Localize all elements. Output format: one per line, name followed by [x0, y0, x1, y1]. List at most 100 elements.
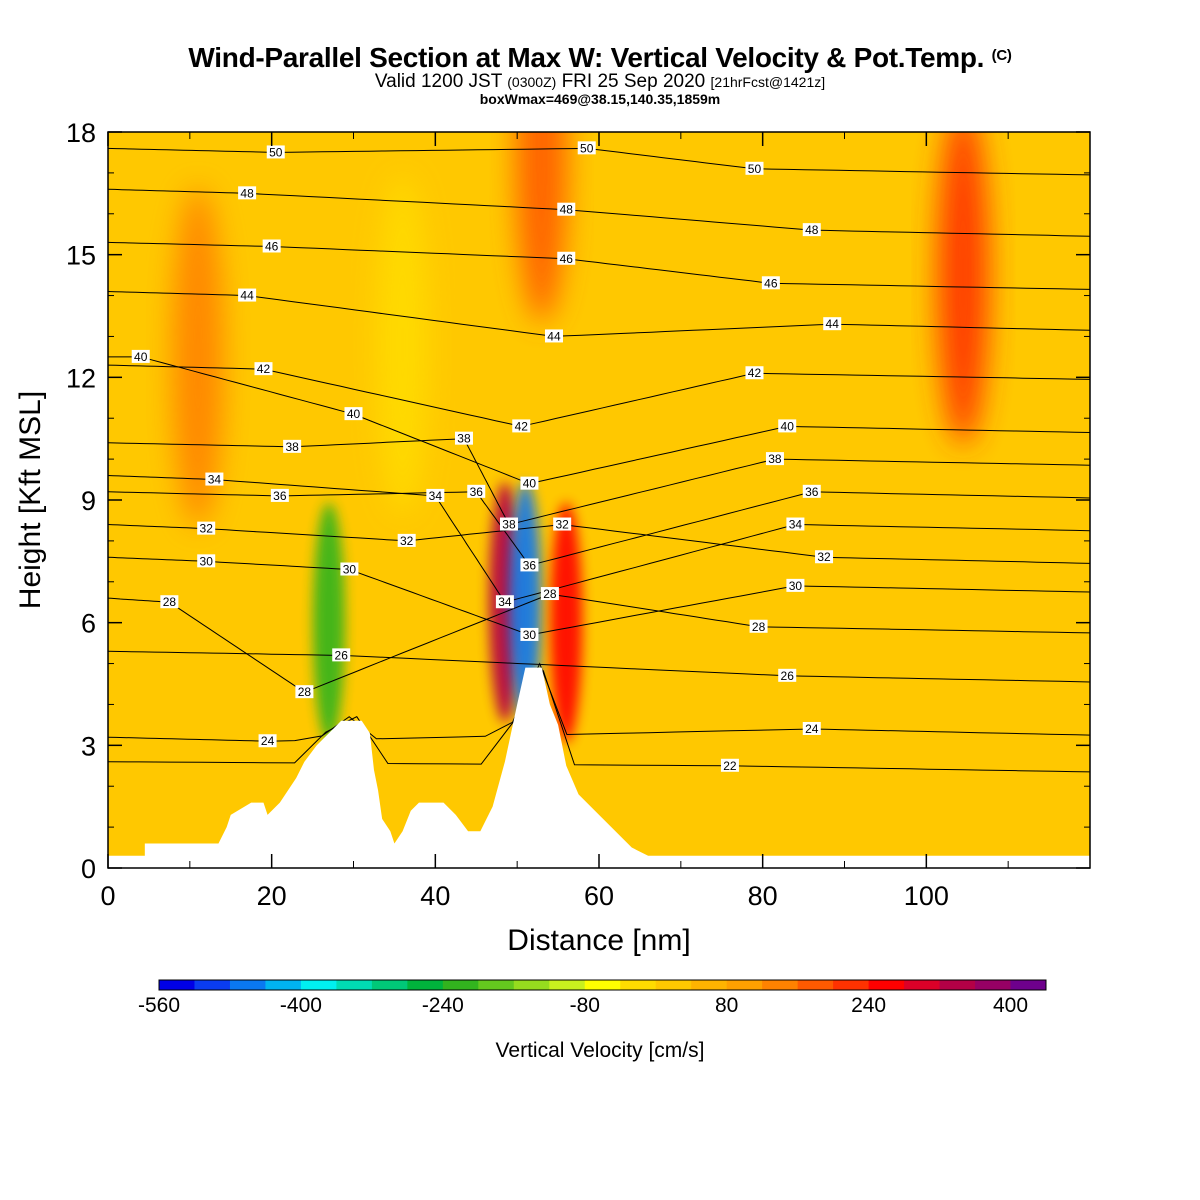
colorbar-swatch: [797, 980, 834, 990]
contour-label-box: [778, 668, 797, 682]
contour-label: 24: [261, 734, 275, 748]
y-tick-label: 18: [66, 118, 96, 148]
colorbar-label: Vertical Velocity [cm/s]: [496, 1039, 705, 1062]
contour-label-box: [262, 239, 281, 253]
contour-label-box: [197, 521, 216, 535]
contour-label-box: [577, 141, 596, 155]
contour-label-box: [540, 587, 559, 601]
contour-label-box: [786, 517, 805, 531]
theta-contour: [108, 438, 1090, 526]
contour-label-box: [802, 484, 821, 498]
contour-label-box: [765, 452, 784, 466]
contour-label-box: [205, 472, 224, 486]
plot-area: 22 24 24 26 26 28 28 28 28 30 30 30 30 32 32 32 32 34 34 34…: [108, 132, 1090, 868]
colorbar-tick-label: 240: [851, 994, 886, 1017]
contour-label: 38: [457, 432, 471, 446]
contour-label: 30: [789, 579, 803, 593]
velocity-feature: [515, 132, 568, 323]
contour-label-box: [467, 484, 486, 498]
colorbar-swatch: [833, 980, 870, 990]
contour-label: 36: [523, 558, 537, 572]
colorbar-swatch: [159, 980, 195, 990]
contour-label-box: [332, 648, 351, 662]
title-main: Wind-Parallel Section at Max W: Vertical…: [188, 42, 985, 73]
colorbar-swatch: [407, 980, 444, 990]
contour-label-box: [266, 145, 285, 159]
contour-label-box: [160, 595, 179, 609]
contour-label: 42: [748, 366, 762, 380]
contour-label: 50: [748, 162, 762, 176]
colorbar-tick-label: -560: [138, 994, 180, 1017]
contour-label: 34: [429, 489, 443, 503]
y-tick-label: 6: [81, 609, 96, 639]
contour-label-box: [823, 317, 842, 331]
chart-subtitle: Valid 1200 JST (0300Z) FRI 25 Sep 2020 […: [0, 71, 1200, 93]
contour-label: 38: [768, 452, 782, 466]
contour-label: 32: [200, 522, 214, 536]
y-tick-label: 15: [66, 241, 96, 271]
colorbar-swatch: [442, 980, 479, 990]
colorbar-swatch: [584, 980, 621, 990]
contour-label: 42: [515, 419, 529, 433]
contour-label: 42: [257, 362, 271, 376]
chart-title: Wind-Parallel Section at Max W: Vertical…: [0, 42, 1200, 74]
contour-label: 40: [523, 477, 537, 491]
subtitle-date: FRI 25 Sep 2020: [561, 71, 706, 92]
colorbar-tick-label: -80: [570, 994, 600, 1017]
colorbar-swatch: [300, 980, 337, 990]
colorbar-swatch: [762, 980, 799, 990]
contour-label-box: [720, 758, 739, 772]
contour-label: 28: [298, 685, 312, 699]
theta-contour: [108, 650, 1090, 683]
contour-label: 50: [269, 145, 283, 159]
contour-label-box: [295, 685, 314, 699]
y-tick-label: 9: [81, 486, 96, 516]
colorbar-tick-label: -400: [280, 994, 322, 1017]
contour-label-box: [520, 558, 539, 572]
contour-label: 24: [805, 722, 819, 736]
subtitle-z: (0300Z): [507, 74, 557, 90]
contour-label: 30: [343, 563, 357, 577]
contour-label-box: [749, 619, 768, 633]
y-tick-label: 12: [66, 363, 96, 393]
chart-subtitle-box: boxWmax=469@38.15,140.35,1859m: [479, 91, 721, 107]
contour-label-box: [786, 578, 805, 592]
contour-label: 22: [723, 759, 737, 773]
contour-label: 30: [200, 554, 214, 568]
colorbar-swatch: [691, 980, 728, 990]
subtitle-forecast: [21hrFcst@1421z]: [710, 74, 826, 90]
contour-label-box: [745, 366, 764, 380]
contour-label-box: [344, 407, 363, 421]
contour-label: 34: [208, 473, 222, 487]
x-tick-label: 0: [100, 881, 115, 911]
terrain: [108, 667, 1090, 868]
velocity-feature: [172, 186, 225, 527]
colorbar-swatch: [229, 980, 266, 990]
colorbar-swatch: [975, 980, 1012, 990]
contour-label-box: [557, 251, 576, 265]
colorbar-tick-label: -240: [422, 994, 464, 1017]
contour-label: 48: [805, 223, 819, 237]
contour-label-box: [778, 419, 797, 433]
contour-label: 48: [560, 203, 574, 217]
contour-label: 34: [498, 595, 512, 609]
colorbar-swatch: [620, 980, 657, 990]
contour-label: 32: [555, 518, 569, 532]
contour-label-box: [197, 554, 216, 568]
contour-label-box: [802, 223, 821, 237]
contour-label: 32: [400, 534, 414, 548]
title-copyright: (C): [991, 47, 1012, 64]
contour-label-box: [520, 627, 539, 641]
contour-label: 28: [752, 620, 766, 634]
velocity-feature: [550, 502, 583, 743]
x-axis: 0 20 40 60 80 100: [100, 132, 1009, 911]
contour-label: 44: [547, 329, 561, 343]
colorbar-tick-label: 400: [993, 994, 1028, 1017]
contour-label-box: [454, 431, 473, 445]
contour-label: 26: [335, 648, 349, 662]
velocity-feature: [312, 502, 345, 743]
theta-contour: [108, 523, 1090, 564]
contour-label-box: [131, 349, 150, 363]
colorbar-swatch: [194, 980, 231, 990]
